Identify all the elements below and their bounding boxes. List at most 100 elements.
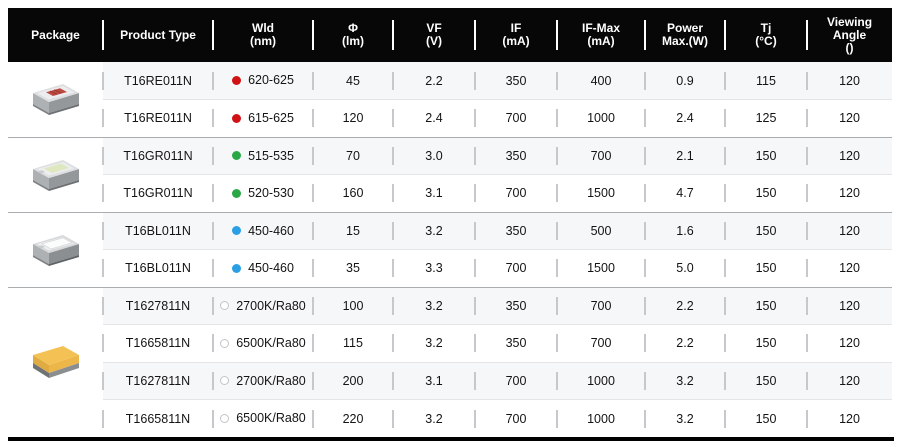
- vf-cell: 3.1: [393, 361, 475, 400]
- product-type-cell: T16RE011N: [103, 62, 213, 100]
- col-header-label: Viewing: [826, 14, 873, 29]
- col-header-unit: (V): [426, 34, 442, 48]
- power-max-cell: 1.6: [645, 212, 725, 250]
- if-max-cell: 500: [557, 212, 645, 250]
- col-header-label: IF: [510, 21, 522, 35]
- flux-cell: 45: [313, 62, 393, 100]
- viewing-angle-cell: 120: [807, 137, 892, 175]
- wavelength-value: 450-460: [248, 223, 294, 238]
- tj-cell: 115: [725, 62, 807, 100]
- power-max-cell: 3.2: [645, 361, 725, 400]
- viewing-angle-cell: 120: [807, 361, 892, 400]
- tj-cell: 150: [725, 324, 807, 362]
- table-row: T16BL011N 450-460 35 3.3 700 1500 5.0 15…: [8, 249, 892, 287]
- vf-cell: 3.2: [393, 399, 475, 437]
- white-dot-icon: [220, 413, 230, 423]
- wavelength-cell: 615-625: [213, 99, 313, 137]
- flux-cell: 120: [313, 99, 393, 137]
- wavelength-value: 520-530: [248, 186, 294, 200]
- col-header-label: Package: [31, 27, 80, 42]
- product-type-cell: T16BL011N: [103, 249, 213, 287]
- vf-cell: 3.2: [393, 324, 475, 362]
- col-header-product-type: Product Type: [103, 8, 213, 62]
- product-type-cell: T16GR011N: [103, 174, 213, 212]
- package-cell: [8, 287, 103, 437]
- cct-value: 2700K/Ra80: [236, 373, 306, 388]
- smd-led-package-white-chip-icon: [32, 234, 79, 266]
- green-dot-icon: [232, 151, 242, 160]
- wavelength-value: 620-625: [248, 73, 294, 88]
- viewing-angle-cell: 120: [807, 399, 892, 437]
- if-cell: 700: [475, 361, 557, 400]
- table-row: T1627811N 2700K/Ra80 200 3.1 700 1000 3.…: [8, 361, 892, 400]
- col-header-label: IF-Max: [581, 21, 620, 35]
- table-bottom-rule: [8, 437, 894, 441]
- product-type-cell: T16GR011N: [103, 137, 213, 175]
- if-max-cell: 700: [557, 324, 645, 362]
- wavelength-cell: 620-625: [213, 62, 313, 100]
- tj-cell: 125: [725, 99, 807, 137]
- flux-cell: 35: [313, 249, 393, 287]
- power-max-cell: 2.2: [645, 287, 725, 325]
- if-cell: 350: [475, 212, 557, 250]
- flux-cell: 200: [313, 361, 393, 400]
- table-row: T16RE011N 620-625 45 2.2 350 400 0.9 115…: [8, 62, 892, 137]
- product-type-cell: T1665811N: [103, 399, 213, 437]
- product-group-green: T16GR011N 515-535 70 3.0 350 700 2.1 150…: [8, 137, 892, 212]
- smd-led-package-red-chip-icon: [32, 84, 79, 116]
- if-cell: 700: [475, 99, 557, 137]
- flux-cell: 15: [313, 212, 393, 250]
- power-max-cell: 3.2: [645, 399, 725, 437]
- if-max-cell: 1500: [557, 174, 645, 212]
- tj-cell: 150: [725, 137, 807, 175]
- col-header-vf: VF (V): [393, 8, 475, 62]
- white-dot-icon: [220, 301, 230, 310]
- tj-cell: 150: [725, 361, 807, 400]
- product-type-cell: T16RE011N: [103, 99, 213, 137]
- wavelength-cell: 515-535: [213, 137, 313, 175]
- if-cell: 700: [475, 249, 557, 287]
- cct-cell: 2700K/Ra80: [213, 361, 313, 400]
- power-max-cell: 4.7: [645, 174, 725, 212]
- if-cell: 700: [475, 174, 557, 212]
- product-group-blue: T16BL011N 450-460 15 3.2 350 500 1.6 150…: [8, 212, 892, 287]
- vf-cell: 3.0: [393, 137, 475, 175]
- col-header-package: Package: [8, 8, 103, 62]
- tj-cell: 150: [725, 174, 807, 212]
- blue-dot-icon: [232, 263, 242, 273]
- col-header-unit: (nm): [250, 34, 276, 48]
- tj-cell: 150: [725, 399, 807, 437]
- product-type-cell: T1627811N: [103, 361, 213, 400]
- product-group-red: T16RE011N 620-625 45 2.2 350 400 0.9 115…: [8, 62, 892, 137]
- col-header-label: VF: [426, 21, 442, 35]
- table-row: T16RE011N 615-625 120 2.4 700 1000 2.4 1…: [8, 99, 892, 137]
- if-max-cell: 1000: [557, 361, 645, 400]
- white-dot-icon: [220, 338, 230, 348]
- power-max-cell: 0.9: [645, 62, 725, 100]
- if-cell: 350: [475, 62, 557, 100]
- if-cell: 350: [475, 287, 557, 325]
- tj-cell: 150: [725, 287, 807, 325]
- if-max-cell: 700: [557, 137, 645, 175]
- table-row: T1665811N 6500K/Ra80 115 3.2 350 700 2.2…: [8, 324, 892, 362]
- vf-cell: 3.2: [393, 287, 475, 325]
- col-header-label: Tj: [760, 21, 772, 35]
- package-cell: [8, 137, 103, 212]
- cct-cell: 6500K/Ra80: [213, 324, 313, 362]
- table-row: T1665811N 6500K/Ra80 220 3.2 700 1000 3.…: [8, 399, 892, 437]
- product-group-white: T1627811N 2700K/Ra80 100 3.2 350 700 2.2…: [8, 287, 892, 437]
- package-cell: [8, 212, 103, 287]
- wavelength-cell: 450-460: [213, 212, 313, 250]
- col-header-wld: Wld (nm): [213, 8, 313, 62]
- if-max-cell: 400: [557, 62, 645, 100]
- wavelength-cell: 450-460: [213, 249, 313, 287]
- tj-cell: 150: [725, 212, 807, 250]
- if-cell: 350: [475, 324, 557, 362]
- vf-cell: 3.2: [393, 212, 475, 250]
- if-max-cell: 1000: [557, 399, 645, 437]
- power-max-cell: 2.2: [645, 324, 725, 362]
- table-row: T16GR011N 515-535 70 3.0 350 700 2.1 150…: [8, 137, 892, 212]
- vf-cell: 2.4: [393, 99, 475, 137]
- flux-cell: 100: [313, 287, 393, 325]
